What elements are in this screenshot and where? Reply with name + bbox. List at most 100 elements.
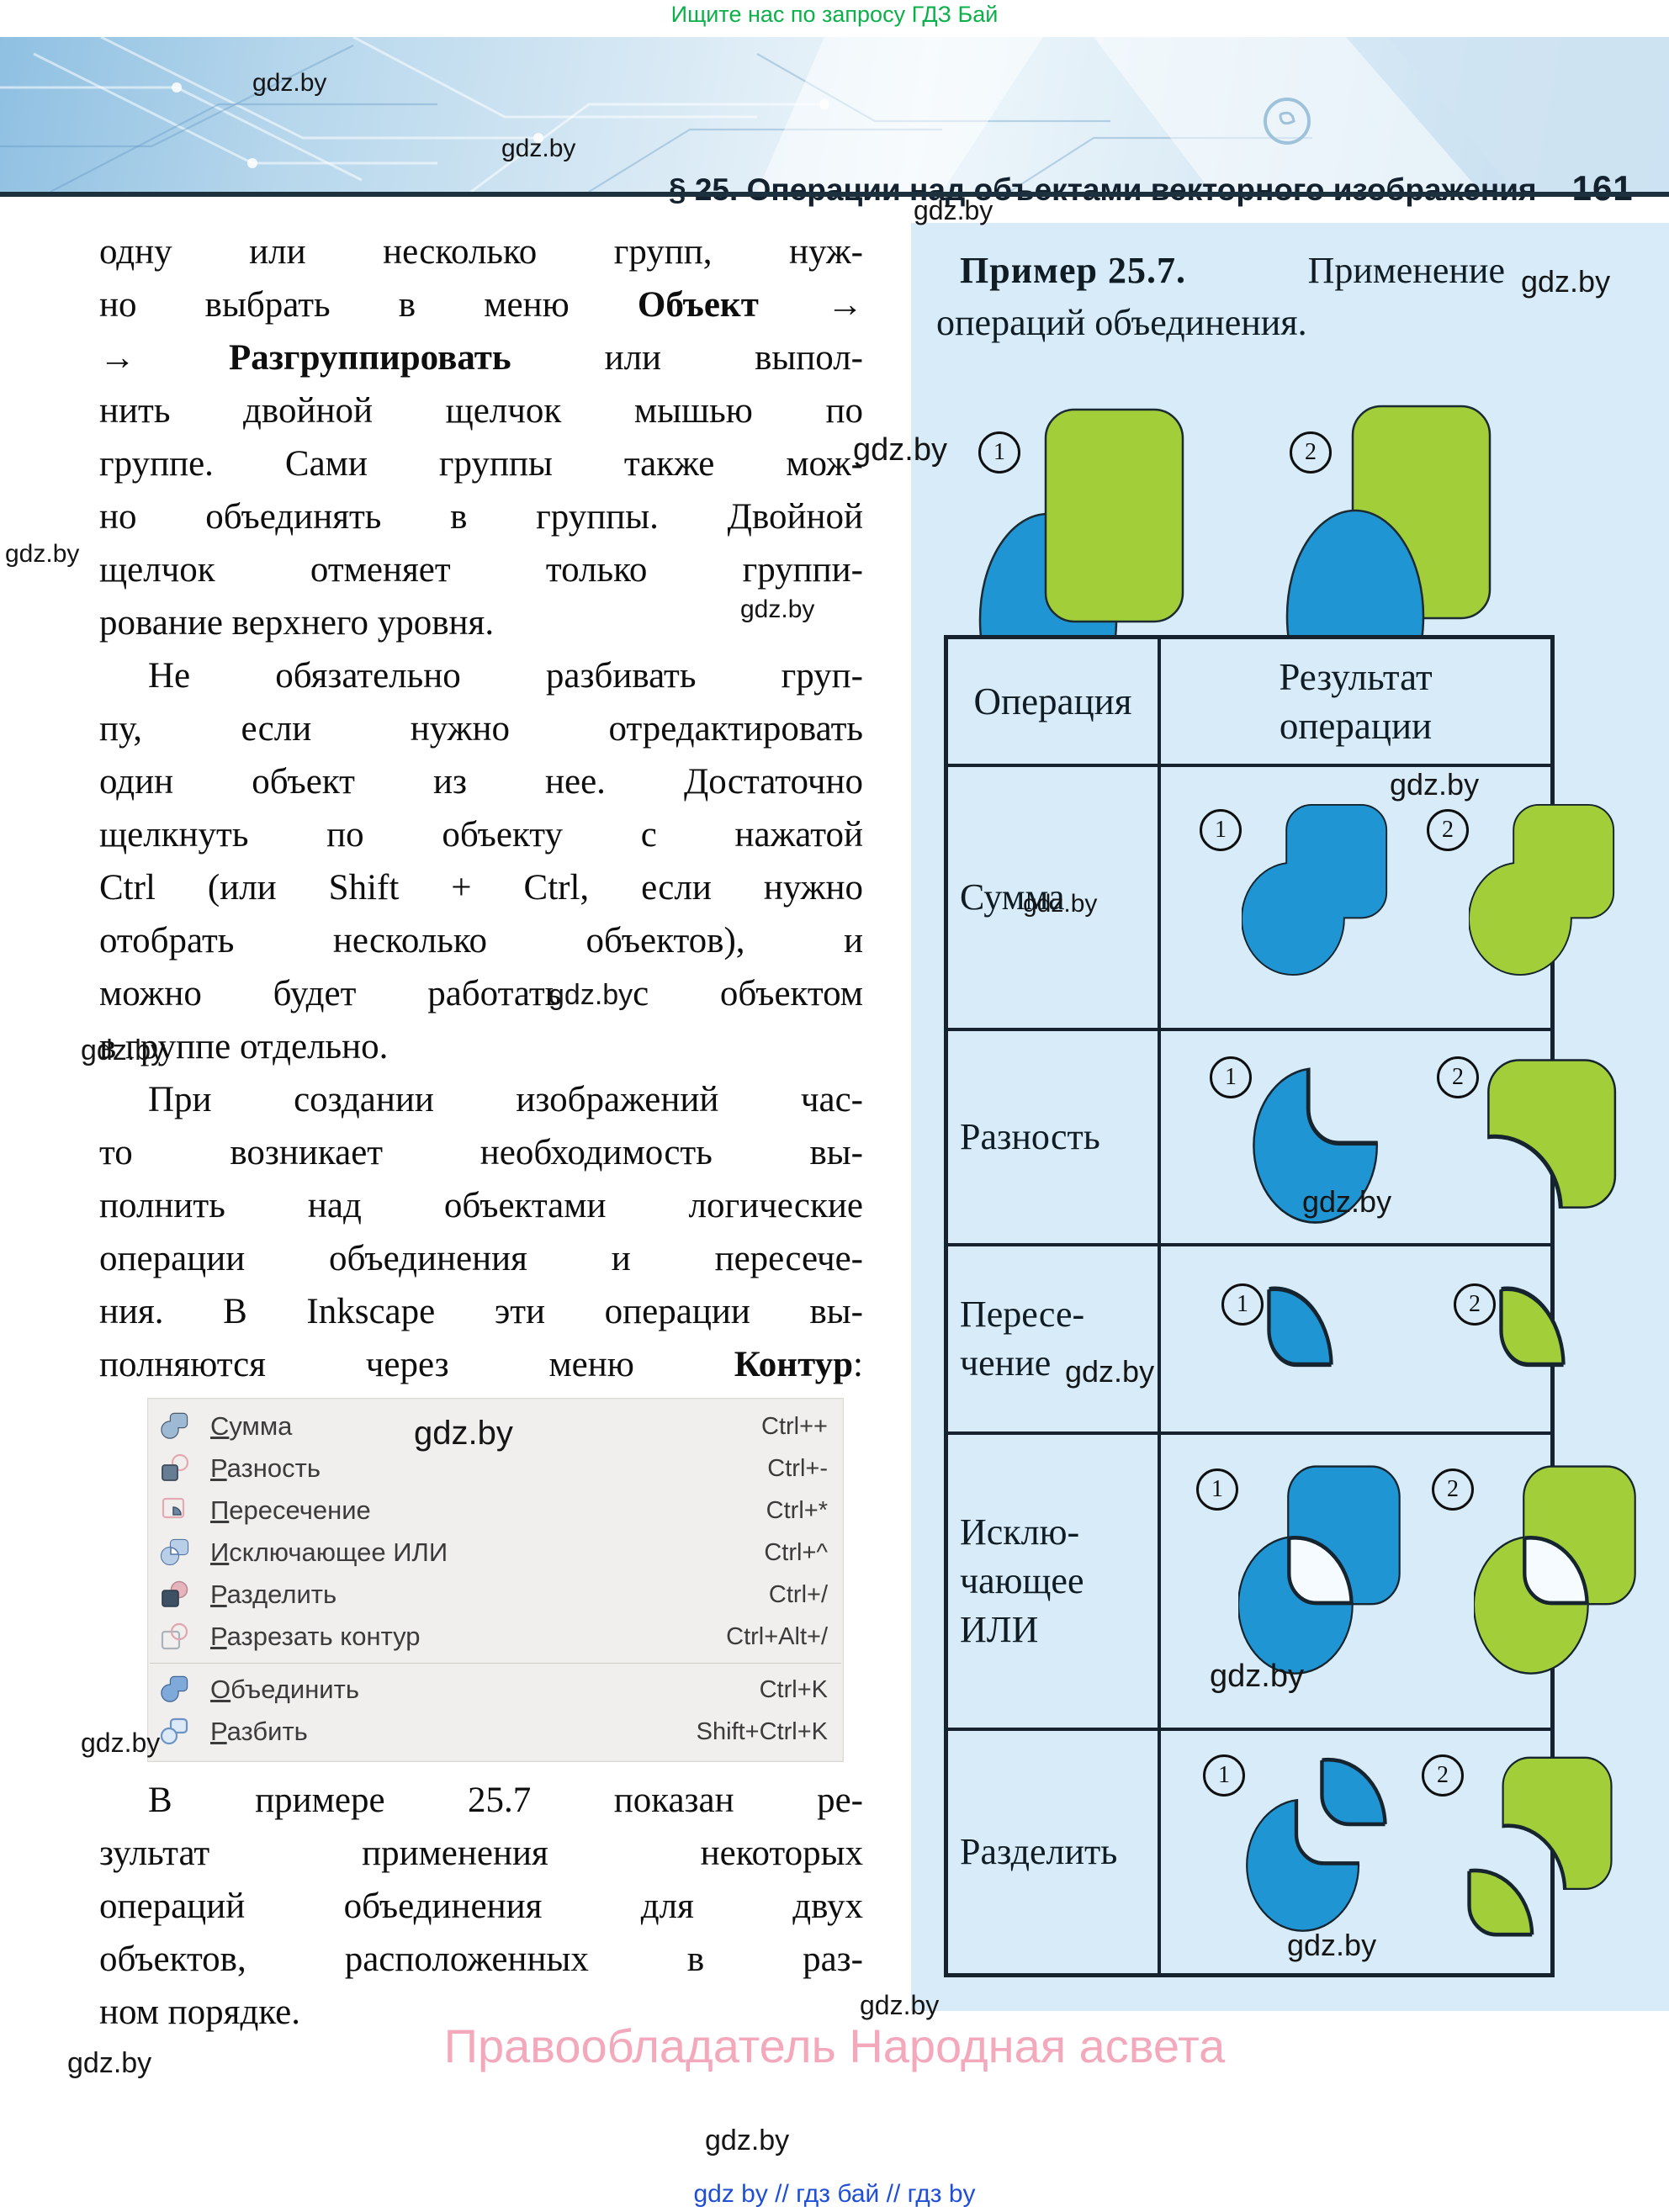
- text-line: рование верхнего уровня.: [99, 603, 495, 643]
- copyright-text: Правообладатель Народная асвета: [443, 2019, 1226, 2072]
- text-line: Не обязательно разбивать груп-: [148, 656, 863, 696]
- text-line: ном порядке.: [99, 1992, 300, 2032]
- example-title: Пример 25.7. Применение операций объедин…: [936, 245, 1505, 349]
- menu-item-division[interactable]: Разделить Ctrl+/: [148, 1574, 843, 1616]
- watermark: gdz.by: [1390, 767, 1480, 802]
- column-header-result: Результат операции: [1279, 656, 1433, 747]
- table-row: Разность 1 2: [948, 1028, 1550, 1243]
- division-result-green: [1464, 1753, 1617, 1939]
- text-line: группе. Сами группы также мож-: [99, 444, 863, 484]
- footer-links: gdz by // гдз бай // гдз by: [693, 2180, 976, 2208]
- menu-item-union[interactable]: Сумма Ctrl++: [148, 1405, 843, 1447]
- text-line: одну или несколько групп, нуж-: [99, 232, 863, 272]
- figure-1-label: 1: [1210, 1056, 1252, 1098]
- promo-text: Ищите нас по запросу ГДЗ Бай: [670, 2, 999, 27]
- menu-item-shortcut: Ctrl+/: [768, 1580, 828, 1608]
- break-apart-icon: [160, 1716, 192, 1748]
- menu-item-label: Разрезать контур: [210, 1622, 421, 1651]
- table-row: Разделить 1 2: [948, 1728, 1550, 1973]
- table-row: Исклю-чающее ИЛИ 1 2: [948, 1431, 1550, 1728]
- text-line: Ctrl (или Shift + Ctrl, если нужно: [99, 868, 863, 908]
- menu-item-combine[interactable]: Объединить Ctrl+K: [148, 1669, 843, 1711]
- menu-item-break-apart[interactable]: Разбить Shift+Ctrl+K: [148, 1711, 843, 1753]
- watermark: gdz.by: [5, 540, 80, 568]
- page-number: 161: [1571, 168, 1634, 208]
- watermark: gdz.by: [740, 595, 815, 623]
- xor-icon: [160, 1537, 192, 1569]
- figure-2-label: 2: [1422, 1754, 1464, 1797]
- paragraph: В примере 25.7 показан ре-зультат примен…: [99, 1774, 863, 2039]
- example-title-line2: операций объединения.: [936, 302, 1307, 343]
- text-line: При создании изображений час-: [148, 1080, 863, 1119]
- menu-item-label: Сумма: [210, 1411, 293, 1441]
- paragraph: одну или несколько групп, нуж-но выбрать…: [99, 225, 863, 649]
- watermark: gdz.by: [548, 979, 633, 1011]
- text-line: отобрать несколько объектов), и: [99, 921, 863, 960]
- text-line: то возникает необходимость вы-: [99, 1133, 863, 1172]
- watermark: gdz.by: [81, 1035, 166, 1066]
- table-header-row: Операция Результат операции: [948, 639, 1550, 764]
- page-header: § 25. Операции над объектами векторного …: [669, 168, 1634, 209]
- watermark: gdz.by: [1210, 1659, 1304, 1694]
- watermark: gdz.by: [914, 195, 993, 225]
- row-label: Исклю-чающее ИЛИ: [948, 1435, 1161, 1728]
- figure-1-label: 1: [978, 431, 1020, 474]
- paragraph: Не обязательно разбивать груп-пу, если н…: [99, 649, 863, 1073]
- text-line: В примере 25.7 показан ре-: [148, 1781, 863, 1820]
- text-line: щелкнуть по объекту с нажатой: [99, 815, 863, 855]
- xor-result-green: [1474, 1463, 1639, 1675]
- example-number: Пример 25.7.: [960, 250, 1187, 291]
- header-rule: [0, 192, 1669, 197]
- figure-1-label: 1: [1203, 1754, 1245, 1797]
- menu-item-intersection[interactable]: Пересечение Ctrl+*: [148, 1490, 843, 1532]
- text-line: но объединять в группы. Двойной: [99, 497, 863, 537]
- menu-item-cut-path[interactable]: Разрезать контур Ctrl+Alt+/: [148, 1616, 843, 1658]
- watermark: gdz.by: [67, 2047, 152, 2079]
- watermark: gdz.by: [860, 1990, 940, 2020]
- text-line: зультат применения некоторых: [99, 1834, 863, 1873]
- difference-result-green: [1479, 1055, 1624, 1216]
- table-row: Сумма 1 2: [948, 764, 1615, 1028]
- circuit-art: [0, 37, 1669, 192]
- text-line: ния. В Inkscape эти операции вы-: [99, 1292, 863, 1331]
- text-line: → Разгруппировать или выпол-: [99, 338, 863, 378]
- union-icon: [160, 1410, 192, 1442]
- combine-icon: [160, 1674, 192, 1706]
- figure-2-label: 2: [1290, 431, 1332, 474]
- watermark: gdz.by: [1302, 1184, 1392, 1219]
- text-line: полнить над объектами логические: [99, 1186, 863, 1225]
- menu-item-shortcut: Ctrl+K: [759, 1675, 828, 1703]
- watermark: gdz.by: [252, 69, 327, 97]
- figure-2-label: 2: [1427, 809, 1469, 851]
- inkscape-path-menu: Сумма Ctrl++ Разность Ctrl+- Пересечение…: [147, 1398, 844, 1762]
- text-line: операций объединения для двух: [99, 1887, 863, 1926]
- watermark: gdz.by: [1521, 264, 1611, 299]
- intersection-result-green: [1496, 1278, 1568, 1373]
- figure-1-label: 1: [1200, 809, 1242, 851]
- text-line: один объект из нее. Достаточно: [99, 762, 863, 802]
- watermark: gdz.by: [501, 135, 576, 162]
- figure-2-label: 2: [1432, 1468, 1474, 1511]
- menu-item-shortcut: Shift+Ctrl+K: [696, 1717, 828, 1745]
- menu-item-label: Разбить: [210, 1717, 308, 1746]
- result-division: 1 2: [1161, 1731, 1617, 1973]
- menu-item-difference[interactable]: Разность Ctrl+-: [148, 1447, 843, 1490]
- text-line: операции объединения и пересече-: [99, 1239, 863, 1278]
- menu-item-shortcut: Ctrl++: [761, 1412, 828, 1440]
- menu-item-xor[interactable]: Исключающее ИЛИ Ctrl+^: [148, 1532, 843, 1574]
- watermark: gdz.by: [1023, 890, 1098, 918]
- intersection-icon: [160, 1495, 192, 1527]
- menu-item-label: Исключающее ИЛИ: [210, 1537, 448, 1567]
- menu-item-shortcut: Ctrl+Alt+/: [726, 1622, 828, 1650]
- menu-item-label: Разделить: [210, 1580, 337, 1609]
- row-label: Сумма: [948, 767, 1161, 1028]
- difference-icon: [160, 1453, 192, 1484]
- banner-image: [0, 37, 1669, 192]
- menu-item-label: Пересечение: [210, 1495, 371, 1525]
- row-label: Разделить: [948, 1731, 1161, 1973]
- body-text-column: одну или несколько групп, нуж-но выбрать…: [99, 225, 863, 2039]
- text-line: нить двойной щелчок мышью по: [99, 391, 863, 431]
- menu-item-label: Объединить: [210, 1675, 359, 1704]
- column-header-operation: Операция: [948, 639, 1161, 764]
- figure-1-label: 1: [1196, 1468, 1238, 1511]
